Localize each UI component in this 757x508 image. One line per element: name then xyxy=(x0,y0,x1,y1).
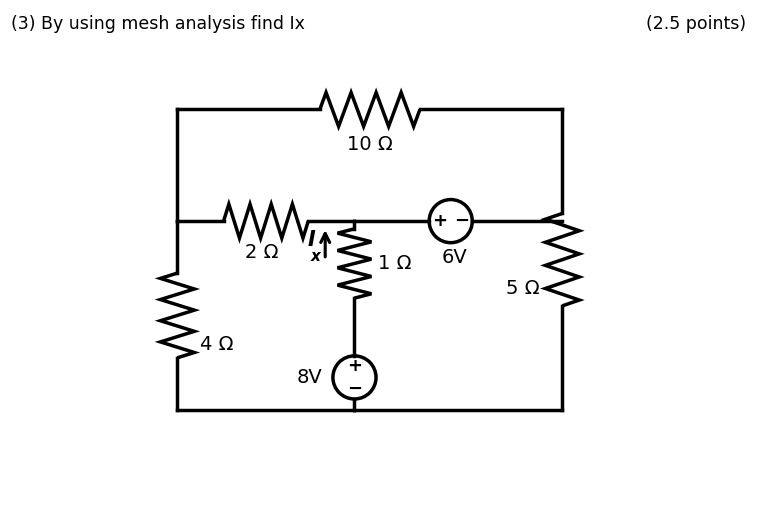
Text: 1 Ω: 1 Ω xyxy=(378,254,411,273)
Text: +: + xyxy=(432,212,447,230)
Text: 8V: 8V xyxy=(297,368,322,387)
Text: −: − xyxy=(347,379,362,398)
Text: I: I xyxy=(307,230,315,249)
Text: +: + xyxy=(347,357,362,375)
Text: 5 Ω: 5 Ω xyxy=(506,279,539,298)
Text: 6V: 6V xyxy=(441,248,467,267)
Text: −: − xyxy=(454,212,469,230)
Text: 4 Ω: 4 Ω xyxy=(201,335,234,354)
Text: (2.5 points): (2.5 points) xyxy=(646,15,746,33)
Text: 2 Ω: 2 Ω xyxy=(245,243,279,262)
Text: 10 Ω: 10 Ω xyxy=(347,135,393,154)
Text: (3) By using mesh analysis find Ix: (3) By using mesh analysis find Ix xyxy=(11,15,305,33)
Text: x: x xyxy=(310,249,320,264)
